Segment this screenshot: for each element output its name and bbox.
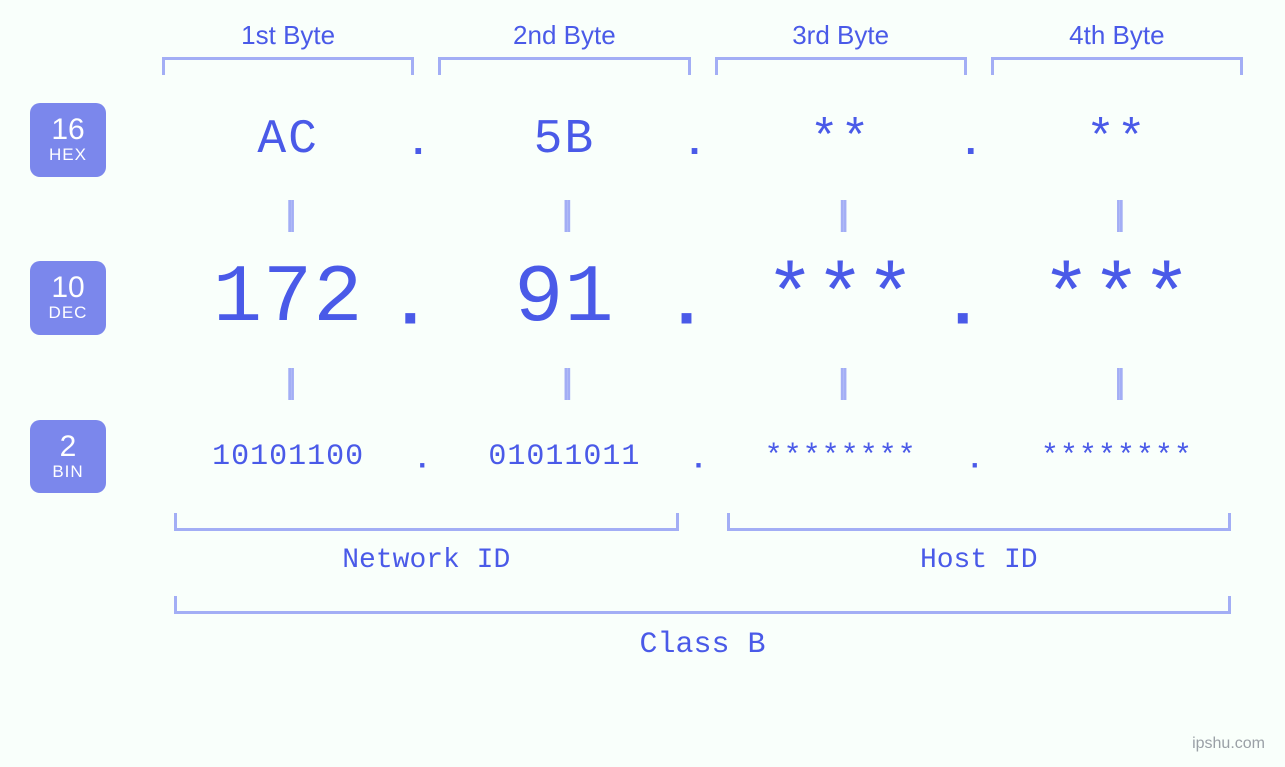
dec-byte-3: *** .	[703, 252, 979, 345]
byte-header-1: 1st Byte	[150, 20, 426, 57]
class-label: Class B	[162, 620, 1243, 662]
hex-badge-num: 16	[30, 113, 106, 146]
equals-icon: ||	[979, 345, 1255, 420]
bin-byte-2: 01011011 .	[426, 440, 702, 474]
dec-badge-num: 10	[30, 271, 106, 304]
bracket-top-1	[162, 57, 414, 75]
dec-badge-lbl: DEC	[30, 304, 106, 323]
equals-icon: ||	[150, 177, 426, 252]
dec-badge: 10 DEC	[30, 261, 106, 335]
bracket-class	[174, 596, 1231, 614]
dec-byte-1: 172 .	[150, 252, 426, 345]
bin-byte-1: 10101100 .	[150, 440, 426, 474]
equals-icon: ||	[703, 345, 979, 420]
class-row: Class B	[30, 576, 1255, 662]
hex-byte-2: 5B .	[426, 113, 702, 167]
hex-byte-4: **	[979, 113, 1255, 167]
equals-icon: ||	[426, 177, 702, 252]
byte-header-2: 2nd Byte	[426, 20, 702, 57]
bracket-network-id	[174, 513, 679, 531]
bracket-host-id	[727, 513, 1232, 531]
equals-icon: ||	[703, 177, 979, 252]
hex-byte-1: AC .	[150, 113, 426, 167]
byte-header-3: 3rd Byte	[703, 20, 979, 57]
section-id-row: Network ID Host ID	[30, 493, 1255, 576]
bin-badge-num: 2	[30, 430, 106, 463]
hex-byte-3: ** .	[703, 113, 979, 167]
dec-byte-2: 91 .	[426, 252, 702, 345]
ip-diagram: 1st Byte 2nd Byte 3rd Byte 4th Byte 16 H…	[30, 20, 1255, 493]
equals-icon: ||	[150, 345, 426, 420]
bin-byte-3: ******** .	[703, 440, 979, 474]
network-id-label: Network ID	[162, 537, 691, 576]
byte-header-4: 4th Byte	[979, 20, 1255, 57]
bracket-top-3	[715, 57, 967, 75]
bin-byte-4: ********	[979, 440, 1255, 474]
hex-badge: 16 HEX	[30, 103, 106, 177]
watermark: ipshu.com	[1192, 735, 1265, 753]
host-id-label: Host ID	[715, 537, 1244, 576]
dec-byte-4: ***	[979, 252, 1255, 345]
equals-icon: ||	[979, 177, 1255, 252]
hex-badge-lbl: HEX	[30, 146, 106, 165]
equals-icon: ||	[426, 345, 702, 420]
bin-badge-lbl: BIN	[30, 463, 106, 482]
bin-badge: 2 BIN	[30, 420, 106, 494]
bracket-top-4	[991, 57, 1243, 75]
bracket-top-2	[438, 57, 690, 75]
